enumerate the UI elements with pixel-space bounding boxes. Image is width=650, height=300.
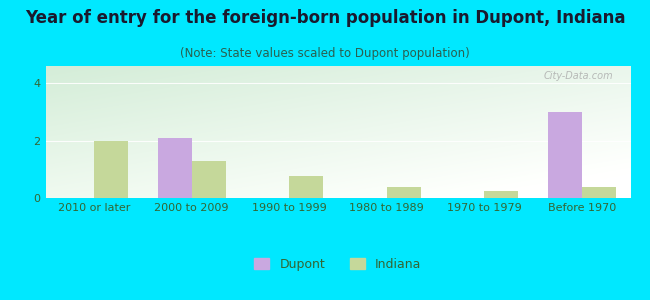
Legend: Dupont, Indiana: Dupont, Indiana (254, 258, 422, 271)
Text: Year of entry for the foreign-born population in Dupont, Indiana: Year of entry for the foreign-born popul… (25, 9, 625, 27)
Bar (157, 138, 192, 198)
Bar (484, 191, 519, 198)
Bar (582, 187, 616, 198)
Bar (192, 161, 226, 198)
Text: City-Data.com: City-Data.com (543, 71, 613, 81)
Bar (94, 141, 129, 198)
Text: (Note: State values scaled to Dupont population): (Note: State values scaled to Dupont pop… (180, 46, 470, 59)
Bar (387, 187, 421, 198)
Bar (547, 112, 582, 198)
Bar (289, 176, 324, 198)
